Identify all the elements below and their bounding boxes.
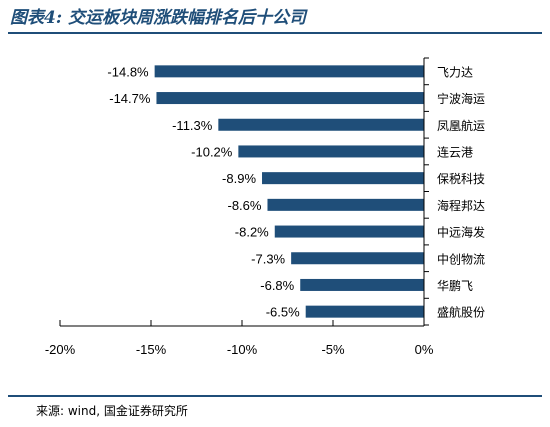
bar-value-label-2: -14.7% (109, 91, 151, 106)
x-tick-label-2: -15% (136, 342, 167, 357)
category-label-6: 海程邦达 (437, 198, 485, 213)
top-rule (8, 32, 542, 34)
bar-value-label-10: -6.5% (266, 305, 300, 320)
category-label-9: 华鹏飞 (437, 279, 473, 293)
bar-8 (291, 252, 424, 265)
bar-value-label-7: -8.2% (235, 225, 269, 240)
bar-chart: -14.8% 飞力达 -14.7% 宁波海运 -11.3% 凤凰航运 -10.2% 连云港 -8… (45, 57, 485, 357)
category-label-1: 飞力达 (437, 65, 473, 79)
category-label-3: 凤凰航运 (437, 118, 485, 133)
bar-1 (154, 65, 424, 78)
category-label-4: 连云港 (437, 144, 473, 159)
category-label-2: 宁波海运 (437, 91, 485, 106)
bottom-rule (8, 395, 542, 397)
bar-value-label-5: -8.9% (222, 171, 256, 186)
x-tick-label-5: 0% (415, 342, 434, 357)
category-label-8: 中创物流 (437, 251, 485, 266)
bar-value-label-9: -6.8% (260, 278, 294, 293)
bar-3 (218, 118, 424, 131)
category-label-5: 保税科技 (437, 172, 485, 186)
bar-10 (305, 305, 424, 318)
bar-value-label-8: -7.3% (251, 251, 285, 266)
bar-6 (267, 198, 424, 211)
x-tick-label-4: -5% (321, 342, 345, 357)
bar-value-label-4: -10.2% (191, 144, 233, 159)
category-label-10: 盛航股份 (437, 305, 485, 320)
bar-value-label-1: -14.8% (107, 64, 149, 79)
category-label-7: 中远海发 (437, 225, 485, 240)
bar-7 (274, 225, 424, 238)
bar-5 (262, 172, 424, 185)
figure-title: 图表4: 交运板块周涨跌幅排名后十公司 (10, 8, 307, 28)
bar-9 (300, 278, 424, 291)
x-tick-label-3: -10% (227, 342, 258, 357)
source-note: 来源: wind, 国金证券研究所 (36, 404, 188, 418)
bar-2 (156, 92, 424, 105)
bar-value-label-6: -8.6% (228, 198, 262, 213)
bar-4 (238, 145, 424, 158)
x-tick-label-1: -20% (45, 342, 76, 357)
bar-value-label-3: -11.3% (172, 118, 213, 133)
